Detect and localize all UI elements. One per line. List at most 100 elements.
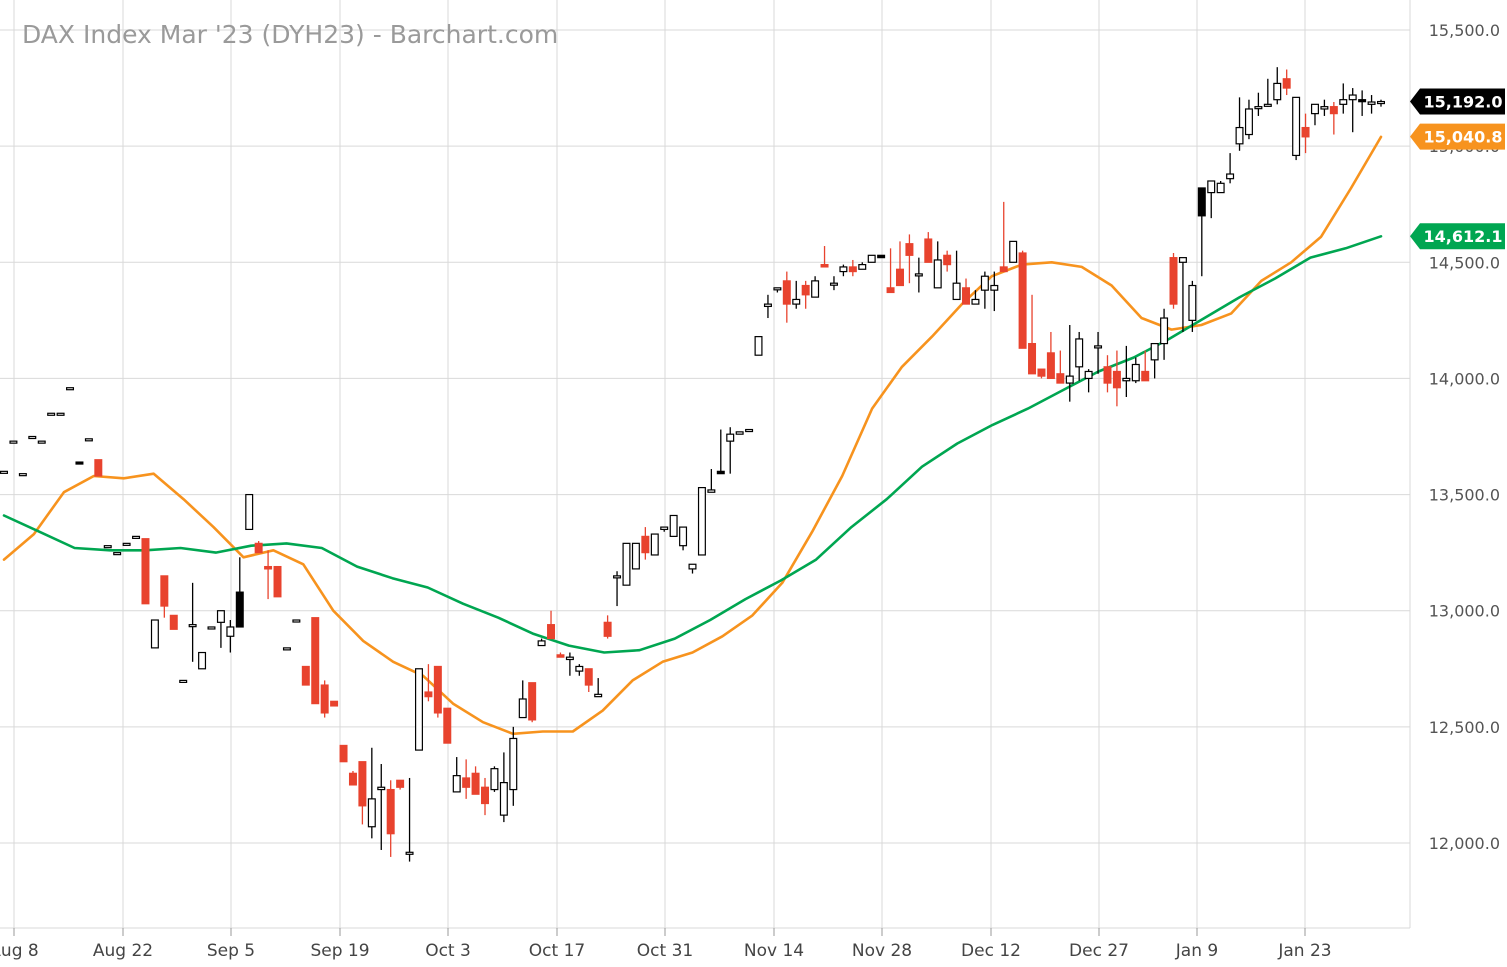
x-tick-label: Sep 19 <box>310 941 369 961</box>
candle-body <box>556 654 565 658</box>
badge-label: 15,040.8 <box>1424 128 1503 147</box>
candle-body <box>1141 370 1150 382</box>
candle <box>905 234 914 284</box>
candle-body <box>1009 240 1018 263</box>
candle <box>94 459 103 477</box>
candle <box>952 250 961 301</box>
candle-body <box>518 698 527 719</box>
candle-body <box>1282 78 1291 89</box>
candle-body <box>594 693 603 698</box>
last-price-badge: 15,192.0 <box>1410 88 1505 115</box>
y-tick-label: 12,000.0 <box>1429 834 1500 853</box>
candle <box>1320 99 1329 116</box>
candle-body <box>990 284 999 291</box>
candle-body <box>358 761 367 807</box>
candle-body <box>1197 187 1206 217</box>
candle <box>1216 180 1225 194</box>
ma-fast-badge: 15,040.8 <box>1410 123 1505 150</box>
candle-body <box>198 651 207 670</box>
candle <box>160 575 169 618</box>
candle-body <box>1244 108 1253 136</box>
candle <box>943 250 952 272</box>
candle-body <box>962 287 971 305</box>
chart-title: DAX Index Mar '23 (DYH23) - Barchart.com <box>22 20 558 49</box>
candle <box>481 777 490 816</box>
candle <box>1112 350 1121 407</box>
x-tick-label: Dec 12 <box>961 941 1021 961</box>
candle <box>622 542 631 586</box>
badge-label: 14,612.1 <box>1424 227 1503 246</box>
candle-body <box>311 617 320 705</box>
candle <box>311 617 320 705</box>
candle <box>1075 331 1084 381</box>
candle <box>886 248 895 294</box>
candle <box>858 262 867 270</box>
candle-body <box>254 542 263 554</box>
candle-body <box>150 619 159 649</box>
moving-average-fast <box>2 135 1383 736</box>
candle <box>1084 369 1093 393</box>
x-tick-label: Aug 8 <box>0 941 39 961</box>
candle-body <box>509 737 518 791</box>
candle-body <box>1273 82 1282 101</box>
candle <box>1282 69 1291 96</box>
candle <box>132 535 141 539</box>
x-tick-label: Aug 22 <box>93 941 153 961</box>
price-badges: 15,192.0 15,040.8 14,612.1 <box>1410 88 1505 250</box>
x-tick-label: Oct 17 <box>529 941 585 961</box>
candle <box>122 542 131 546</box>
candle-body <box>1216 182 1225 194</box>
candle <box>999 201 1008 273</box>
candle <box>1018 250 1027 349</box>
candle-body <box>613 575 622 579</box>
candle <box>103 545 112 549</box>
candle <box>301 665 310 686</box>
candle-body <box>1046 352 1055 380</box>
candle-body <box>207 626 216 630</box>
candle-body <box>386 788 395 835</box>
candle <box>801 280 810 309</box>
candle <box>631 542 640 570</box>
candle-body <box>28 435 37 440</box>
candle-body <box>1150 342 1159 361</box>
candle <box>1301 113 1310 154</box>
candle <box>726 427 735 474</box>
candle-body <box>292 619 301 623</box>
candle <box>1254 92 1263 116</box>
candle <box>971 290 980 305</box>
candle-body <box>1094 345 1103 349</box>
candle <box>1056 350 1065 384</box>
candle <box>763 294 772 319</box>
candle-body <box>1235 126 1244 145</box>
candle <box>584 668 593 693</box>
candle <box>603 615 612 639</box>
candle-body <box>84 438 93 442</box>
candle <box>207 626 216 630</box>
candle-body <box>688 563 697 570</box>
candle-body <box>914 273 923 277</box>
candle-body <box>631 542 640 570</box>
candle-body <box>433 665 442 714</box>
candle-body <box>75 461 84 465</box>
candle <box>688 563 697 574</box>
candle-body <box>122 542 131 546</box>
candle <box>47 412 56 416</box>
candle-body <box>782 280 791 305</box>
candle-body <box>405 851 414 855</box>
candle <box>292 619 301 623</box>
candle-body <box>858 264 867 270</box>
x-tick-label: Nov 28 <box>852 941 912 961</box>
candle <box>669 514 678 537</box>
candle <box>330 700 339 707</box>
candle <box>594 678 603 698</box>
candle-body <box>330 700 339 707</box>
candle <box>1150 342 1159 379</box>
candle <box>141 538 150 605</box>
candle-body <box>1056 373 1065 384</box>
candle <box>499 752 508 823</box>
candle-body <box>377 786 386 791</box>
candle <box>396 779 405 790</box>
candle-body <box>763 303 772 308</box>
candle-body <box>952 282 961 301</box>
candle <box>188 582 197 662</box>
